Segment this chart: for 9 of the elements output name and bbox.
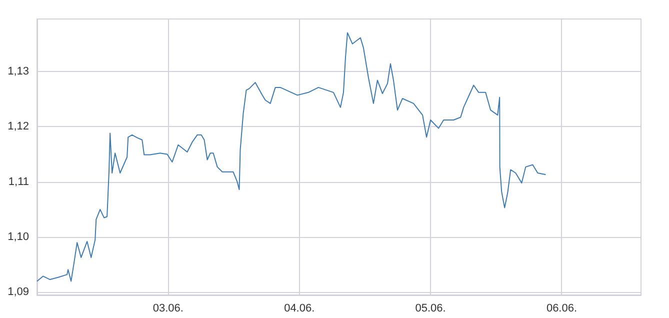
x-tick-label: 05.06. [415, 302, 446, 314]
y-tick-label: 1,12 [8, 120, 29, 133]
y-tick-label: 1,10 [8, 231, 29, 244]
y-tick-label: 1,11 [8, 176, 29, 188]
y-tick-label: 1,13 [8, 65, 29, 78]
x-tick-label: 04.06. [284, 302, 315, 314]
x-tick-label: 06.06. [546, 302, 578, 314]
x-tick-label: 03.06. [152, 302, 184, 314]
y-tick-label: 1,09 [8, 286, 29, 298]
